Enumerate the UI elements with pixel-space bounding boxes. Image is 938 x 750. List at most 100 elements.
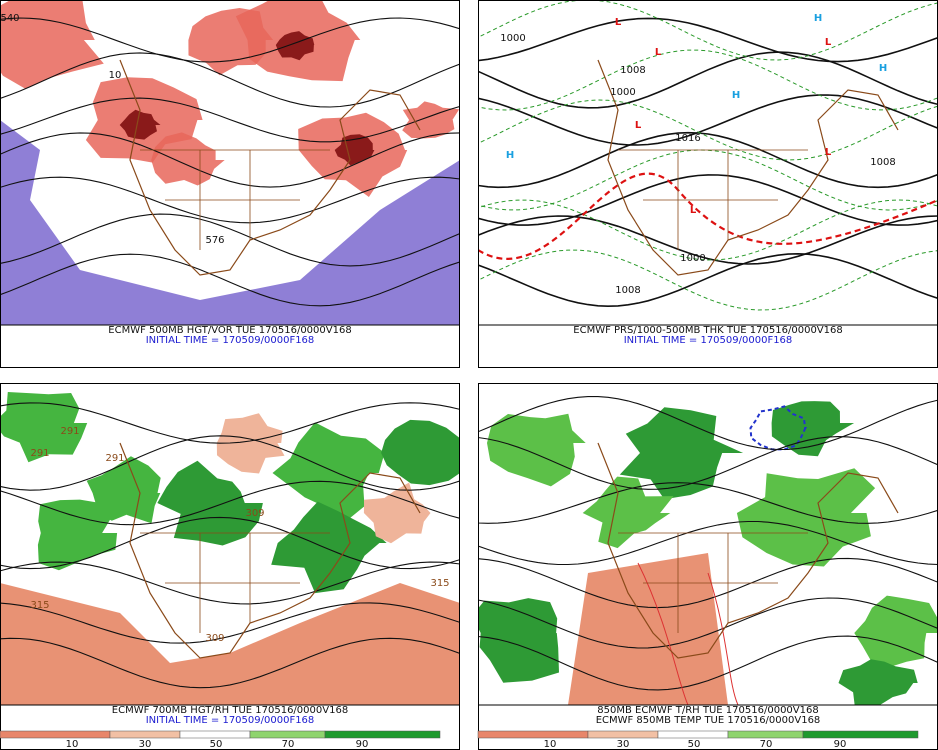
coastline — [597, 442, 899, 659]
contour — [0, 637, 460, 689]
rh-patch — [0, 392, 88, 463]
borders — [618, 532, 808, 633]
contour — [0, 176, 460, 224]
rh-patch — [838, 659, 918, 705]
rh-patch — [854, 595, 938, 668]
map-label: 291 — [105, 453, 124, 464]
map-label: 576 — [205, 235, 224, 246]
caption: 850MB ECMWF T/RH TUE 170516/0000V168 — [597, 705, 818, 716]
colorbar-seg — [0, 730, 111, 739]
vort-neg — [0, 120, 460, 325]
vort-core — [119, 109, 161, 140]
map-area: 576 540 10 — [0, 0, 460, 325]
contour — [478, 436, 938, 490]
map-label: 1000 — [500, 33, 525, 44]
caption: ECMWF 500MB HGT/VOR TUE 170516/0000V168 — [108, 325, 351, 336]
map-label: 1000 — [680, 253, 705, 264]
contour — [0, 480, 460, 526]
map-label: 291 — [60, 426, 79, 437]
map-label: 1008 — [870, 157, 895, 168]
rh-patch — [86, 456, 161, 524]
map-label: L — [655, 47, 662, 58]
contour — [478, 17, 938, 63]
thickness — [478, 0, 938, 61]
map-label: L — [825, 37, 832, 48]
vort-pos — [0, 0, 104, 89]
isotherm — [637, 562, 739, 705]
contour — [478, 557, 938, 609]
map-label: 309 — [245, 508, 264, 519]
contour — [478, 597, 938, 649]
map-panel: 850MB ECMWF T/RH TUE 170516/0000V168ECMW… — [477, 383, 938, 750]
colorbar-seg — [179, 730, 251, 739]
contour — [478, 482, 938, 524]
colorbar-label: 10 — [66, 739, 79, 750]
caption: INITIAL TIME = 170509/0000F168 — [146, 715, 315, 726]
colorbar-label: 70 — [760, 739, 773, 750]
colorbar-label: 70 — [282, 739, 295, 750]
map-panel: 576 540 10 ECMWF 500MB HGT/VOR TUE 170516/0… — [0, 0, 460, 368]
contour — [478, 51, 938, 109]
colorbar-label: 90 — [834, 739, 847, 750]
contour — [478, 94, 938, 146]
contour — [0, 132, 460, 188]
contour — [0, 17, 460, 63]
coastline — [597, 59, 899, 276]
map-bg — [478, 0, 938, 325]
rh-patch — [271, 501, 387, 594]
contour — [0, 435, 460, 491]
rh-patch — [771, 401, 855, 457]
map-label: H — [879, 63, 887, 74]
borders — [140, 532, 330, 633]
rh-patch — [272, 422, 385, 523]
map-label: 1000 — [610, 87, 635, 98]
rh-patch — [37, 499, 118, 571]
colorbar-seg — [477, 730, 589, 739]
colorbar-seg — [249, 730, 326, 739]
map-label: 1016 — [675, 133, 700, 144]
map-area — [478, 383, 938, 705]
rh-patch — [157, 460, 263, 546]
map-label: 540 — [0, 13, 19, 24]
map-panel: 291 291 309 315 315 309 291 ECMWF 700MB HGT/RH … — [0, 383, 460, 750]
map-label: L — [635, 120, 642, 131]
contour — [0, 213, 460, 267]
colorbar-label: 30 — [617, 739, 630, 750]
colorbar-label: 30 — [139, 739, 152, 750]
contour — [0, 97, 460, 143]
colorbar-seg — [657, 730, 729, 739]
contour — [478, 396, 938, 451]
rh-dry — [0, 583, 460, 705]
contour — [0, 253, 460, 307]
map-label: 291 — [30, 448, 49, 459]
colorbar-label: 50 — [210, 739, 223, 750]
map-label: 1008 — [615, 285, 640, 296]
colorbar-seg — [109, 730, 181, 739]
colorbar-label: 90 — [356, 739, 369, 750]
contour — [0, 602, 460, 644]
map-area: 291 291 309 315 315 309 291 — [0, 383, 460, 705]
thickness — [478, 249, 938, 311]
map-label: L — [615, 17, 622, 28]
colorbar-seg — [587, 730, 659, 739]
rh-dry-patch — [363, 482, 431, 544]
vort-core — [334, 134, 375, 166]
rh-dry — [568, 553, 728, 705]
contour — [478, 252, 938, 308]
coastline — [119, 59, 421, 276]
borders — [618, 149, 808, 250]
map-label: L — [690, 205, 697, 216]
caption: INITIAL TIME = 170509/0000F168 — [624, 335, 793, 346]
contour — [478, 174, 938, 226]
colorbar-label: 10 — [544, 739, 557, 750]
map-label: H — [814, 13, 822, 24]
thickness — [478, 199, 938, 261]
map-area: H H H H L L L L L L 1000 1008 1000 1016 1000 1008 1008 — [478, 0, 938, 325]
contour — [478, 520, 938, 566]
rh-patch — [736, 468, 876, 567]
map-label: H — [506, 150, 514, 161]
vort-pos — [188, 8, 274, 76]
map-label: 1008 — [620, 65, 645, 76]
colorbar-seg — [324, 730, 441, 739]
